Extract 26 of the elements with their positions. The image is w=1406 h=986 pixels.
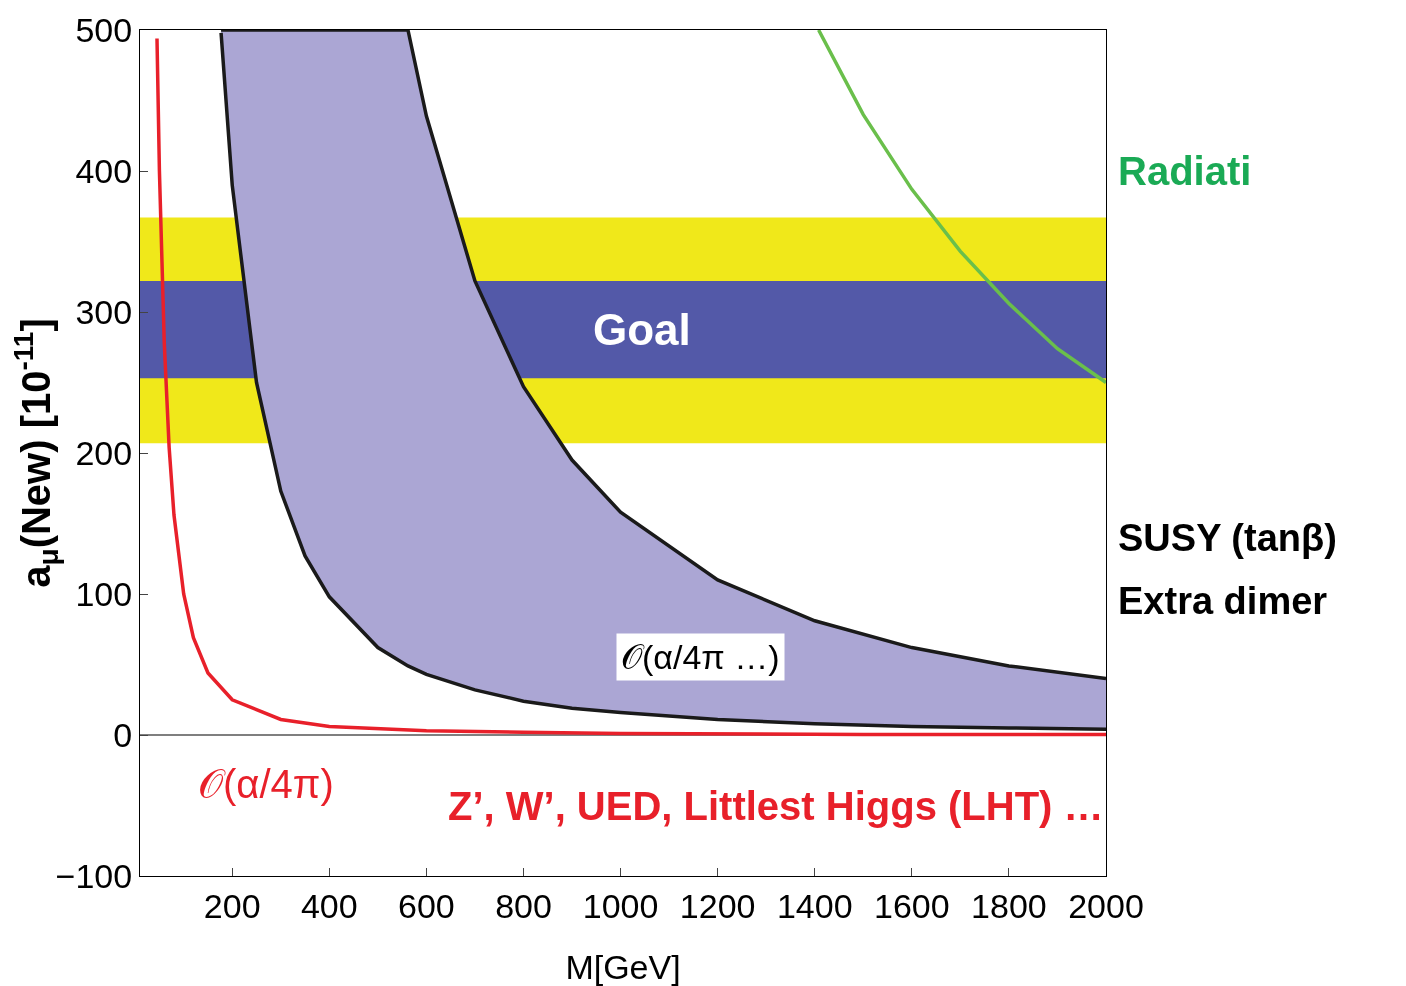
x-tick-label: 600 bbox=[398, 886, 455, 925]
annotation: 𝒪(α/4π) bbox=[198, 762, 334, 806]
x-tick-label: 1200 bbox=[679, 886, 756, 925]
annotation: 𝒪(α/4π …) bbox=[621, 638, 780, 676]
x-tick-label: 800 bbox=[495, 886, 552, 925]
x-tick-label: 2000 bbox=[1068, 886, 1144, 925]
text: SUSY (tanβ) bbox=[1118, 517, 1337, 559]
text: Radiati bbox=[1118, 149, 1252, 193]
x-tick-label: 400 bbox=[300, 886, 358, 925]
y-tick-label: 200 bbox=[75, 433, 133, 472]
x-axis-title: M[GeV] bbox=[565, 948, 681, 986]
text: Extra dimer bbox=[1118, 580, 1328, 622]
y-tick-label: 300 bbox=[75, 292, 133, 331]
x-tick-label: 1000 bbox=[582, 886, 659, 925]
y-tick-label: 0 bbox=[113, 715, 133, 754]
y-tick-label: 100 bbox=[75, 574, 133, 613]
y-tick-label: 400 bbox=[75, 151, 133, 190]
y-tick-label: −100 bbox=[55, 856, 133, 895]
y-tick-label: 500 bbox=[75, 10, 133, 49]
line-series bbox=[816, 30, 1106, 385]
x-tick-label: 1600 bbox=[874, 886, 950, 925]
x-tick-label: 1400 bbox=[776, 886, 853, 925]
x-tick-label: 1800 bbox=[971, 886, 1047, 925]
annotation: Z’, W’, UED, Littlest Higgs (LHT) … bbox=[448, 784, 1104, 828]
band-label: Goal bbox=[593, 305, 691, 354]
x-tick-label: 200 bbox=[203, 886, 261, 925]
